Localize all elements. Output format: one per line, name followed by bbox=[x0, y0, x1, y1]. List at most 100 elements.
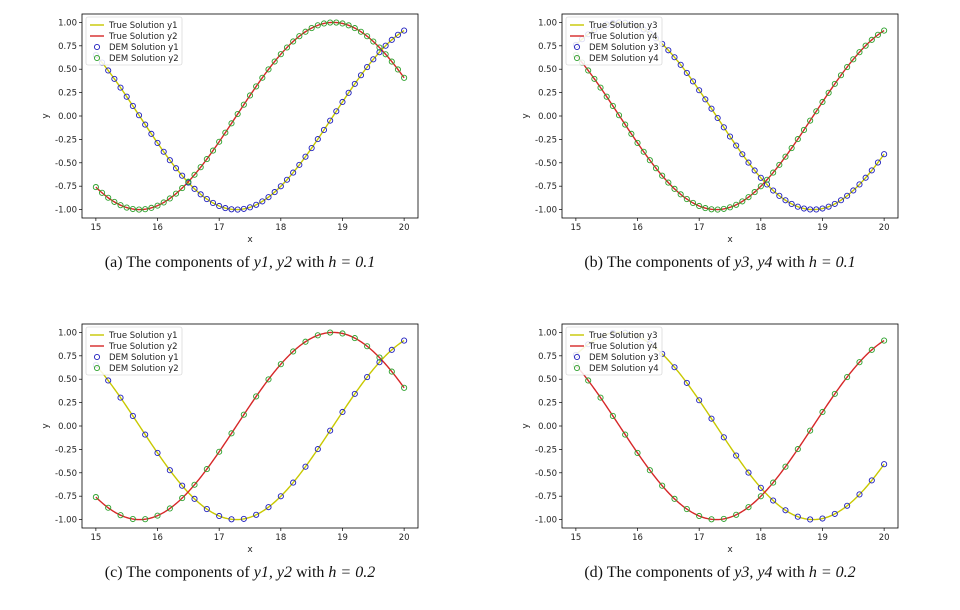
data-point bbox=[277, 361, 284, 368]
data-point bbox=[117, 512, 124, 519]
y-tick-label: -0.50 bbox=[55, 159, 77, 169]
data-point bbox=[819, 515, 826, 522]
data-point bbox=[683, 379, 690, 386]
x-tick-label: 17 bbox=[694, 533, 705, 543]
data-point bbox=[720, 515, 727, 522]
data-point bbox=[597, 84, 604, 91]
data-point bbox=[868, 167, 875, 174]
data-point bbox=[807, 516, 814, 523]
data-point bbox=[671, 54, 678, 61]
caption-d-eq: h = 0.2 bbox=[808, 564, 856, 581]
data-point bbox=[191, 185, 198, 192]
data-point bbox=[228, 120, 235, 127]
data-point bbox=[345, 22, 352, 29]
y-tick-label: 0.75 bbox=[538, 42, 557, 52]
data-point bbox=[290, 38, 297, 45]
data-point bbox=[837, 72, 845, 79]
data-point bbox=[696, 512, 703, 520]
y-tick-label: 0.25 bbox=[58, 89, 77, 99]
data-point bbox=[770, 479, 777, 486]
data-point bbox=[837, 197, 845, 204]
x-tick-label: 18 bbox=[275, 533, 286, 543]
legend-entry: DEM Solution y1 bbox=[109, 353, 179, 363]
data-point bbox=[714, 114, 721, 122]
x-tick-label: 15 bbox=[570, 533, 581, 543]
series-line-1 bbox=[95, 29, 405, 211]
data-point bbox=[105, 377, 112, 384]
legend-entry: True Solution y1 bbox=[108, 21, 178, 31]
data-point bbox=[370, 56, 377, 63]
data-point bbox=[856, 181, 863, 188]
data-point bbox=[770, 169, 777, 176]
data-point bbox=[203, 156, 210, 163]
data-point bbox=[874, 31, 882, 38]
y-tick-label: -0.75 bbox=[55, 182, 77, 192]
legend-entry: DEM Solution y4 bbox=[589, 364, 659, 374]
data-point bbox=[320, 20, 328, 27]
data-point bbox=[881, 27, 888, 34]
caption-d-prefix: (d) The components of bbox=[584, 564, 735, 581]
data-point bbox=[782, 197, 789, 204]
x-tick-label: 16 bbox=[632, 223, 643, 233]
data-point bbox=[696, 397, 703, 404]
data-point bbox=[708, 206, 715, 213]
data-point bbox=[117, 202, 124, 209]
data-point bbox=[271, 58, 278, 65]
data-point bbox=[831, 200, 838, 207]
y-tick-label: 0.75 bbox=[58, 352, 77, 362]
x-tick-label: 19 bbox=[817, 223, 828, 233]
data-point bbox=[807, 117, 814, 124]
data-point bbox=[253, 511, 260, 518]
data-point bbox=[253, 201, 260, 208]
data-point bbox=[745, 159, 752, 166]
data-point bbox=[142, 121, 149, 128]
data-point bbox=[129, 102, 136, 109]
x-tick-label: 15 bbox=[570, 223, 581, 233]
data-point bbox=[148, 130, 155, 137]
data-point bbox=[314, 136, 321, 143]
data-point bbox=[609, 412, 616, 419]
data-point bbox=[364, 343, 371, 350]
data-point bbox=[327, 427, 334, 434]
figure-panel-b: 15 16 17 18 19 20 -1.00 -0.75 -0.50 -0.25 0.00 0.25… bbox=[480, 0, 960, 300]
data-point bbox=[751, 167, 758, 174]
data-point bbox=[376, 354, 383, 361]
data-point bbox=[844, 64, 851, 71]
legend-marker-swatch bbox=[93, 353, 101, 361]
legend-entry: DEM Solution y2 bbox=[109, 54, 179, 64]
data-point bbox=[351, 25, 358, 32]
data-point bbox=[197, 164, 204, 171]
data-point bbox=[376, 44, 383, 51]
data-point bbox=[671, 364, 678, 371]
y-tick-label: 0.25 bbox=[538, 89, 557, 99]
data-point bbox=[240, 515, 247, 522]
data-point bbox=[739, 151, 746, 158]
data-point bbox=[117, 84, 124, 91]
x-tick-label: 16 bbox=[152, 533, 163, 543]
data-point bbox=[135, 112, 143, 119]
y-tick-label: -1.00 bbox=[535, 206, 557, 216]
data-point bbox=[401, 337, 408, 344]
data-point bbox=[376, 49, 383, 56]
caption-b: (b) The components of y3, y4 with h = 0.… bbox=[480, 254, 960, 272]
x-axis-label: x bbox=[727, 545, 733, 555]
data-point bbox=[819, 205, 826, 212]
data-point bbox=[634, 139, 641, 146]
data-point bbox=[881, 337, 888, 344]
y-tick-label: 1.00 bbox=[58, 18, 77, 28]
data-point bbox=[191, 481, 198, 488]
legend-box bbox=[85, 16, 183, 66]
caption-a-prefix: (a) The components of bbox=[104, 254, 254, 271]
data-point bbox=[702, 96, 709, 103]
data-point bbox=[302, 338, 309, 345]
data-point bbox=[831, 390, 838, 397]
x-tick-label: 17 bbox=[214, 223, 225, 233]
caption-a: (a) The components of y1, y2 with h = 0.… bbox=[0, 254, 480, 272]
data-point bbox=[825, 89, 832, 96]
data-point bbox=[302, 463, 309, 470]
caption-a-mid: with bbox=[291, 254, 329, 271]
data-point bbox=[696, 202, 703, 210]
data-point bbox=[240, 205, 247, 212]
data-point bbox=[333, 108, 340, 115]
data-point bbox=[794, 203, 801, 210]
